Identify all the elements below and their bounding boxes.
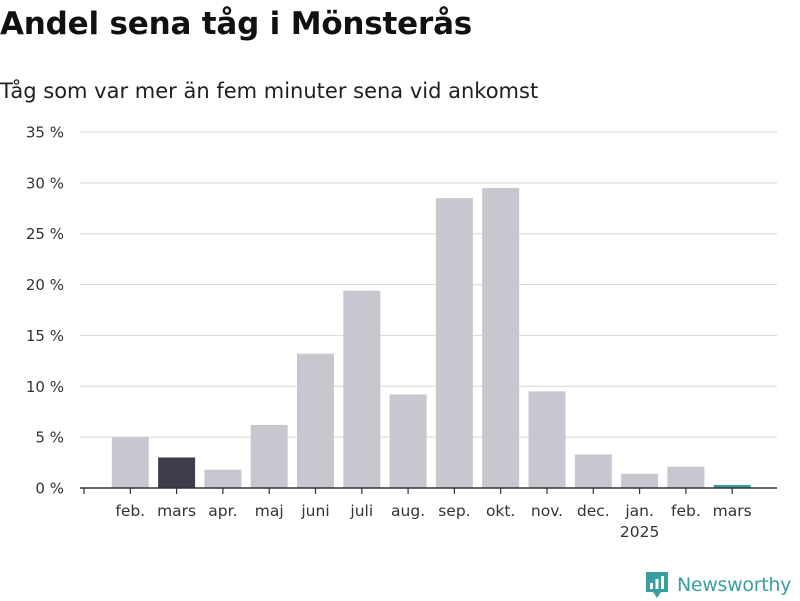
x-tick-label: juni	[300, 502, 329, 520]
y-tick-label: 0 %	[35, 480, 64, 498]
bar-dec-10	[574, 454, 612, 488]
x-tick-label: mars	[713, 502, 752, 520]
bar-feb-12	[667, 466, 705, 488]
newsworthy-logo-icon	[646, 572, 668, 598]
bar-nov-9	[528, 391, 566, 488]
y-axis: 0 % 5 % 10 % 15 % 20 % 25 % 30 % 35 %	[26, 124, 64, 498]
bar-chart: 0 %5 %10 %15 %20 %25 %30 %35 % feb. mars a…	[26, 124, 777, 541]
x-tick-label: mars	[157, 502, 196, 520]
x-tick-label: juli	[349, 502, 373, 520]
x-year-label: 2025	[620, 523, 659, 541]
x-tick-label: dec.	[577, 502, 610, 520]
chart-title: Andel sena tåg i Mönsterås	[0, 6, 473, 42]
gridlines	[80, 131, 777, 438]
bar-feb-0	[111, 437, 149, 488]
x-tick-label: jan.	[624, 502, 654, 520]
x-tick-label: sep.	[438, 502, 470, 520]
bar-mars-1	[158, 457, 196, 488]
x-axis: feb. mars apr. maj juni juli aug. sep. okt. nov. d…	[80, 487, 777, 541]
x-tick-label: nov.	[531, 502, 563, 520]
bar-okt-8	[482, 187, 520, 488]
bar-juni-4	[297, 353, 334, 488]
bar-apr-2	[204, 469, 242, 488]
brand-name: Newsworthy	[677, 574, 792, 596]
x-tick-label: feb.	[115, 502, 145, 520]
bars	[111, 187, 751, 488]
x-tick-label: maj	[255, 502, 284, 520]
bar-maj-3	[250, 424, 288, 488]
x-tick-label: apr.	[208, 502, 237, 520]
bar-mars-13	[713, 484, 751, 488]
x-tick-label: aug.	[391, 502, 425, 520]
y-tick-label: 10 %	[26, 378, 64, 396]
x-tick-label: feb.	[671, 502, 701, 520]
y-tick-label: 15 %	[26, 327, 64, 345]
bar-juli-5	[343, 290, 381, 488]
x-tick-label: okt.	[486, 502, 515, 520]
y-tick-label: 35 %	[26, 124, 64, 142]
y-tick-label: 5 %	[35, 429, 64, 447]
chart-subtitle: Tåg som var mer än fem minuter sena vid …	[0, 79, 539, 103]
bar-jan-11	[621, 473, 659, 488]
y-tick-label: 25 %	[26, 225, 64, 243]
bar-aug-6	[389, 394, 427, 488]
bar-sep-7	[435, 198, 473, 488]
y-tick-label: 20 %	[26, 276, 64, 294]
brand-logo: Newsworthy	[644, 569, 791, 601]
y-tick-label: 30 %	[26, 174, 64, 192]
